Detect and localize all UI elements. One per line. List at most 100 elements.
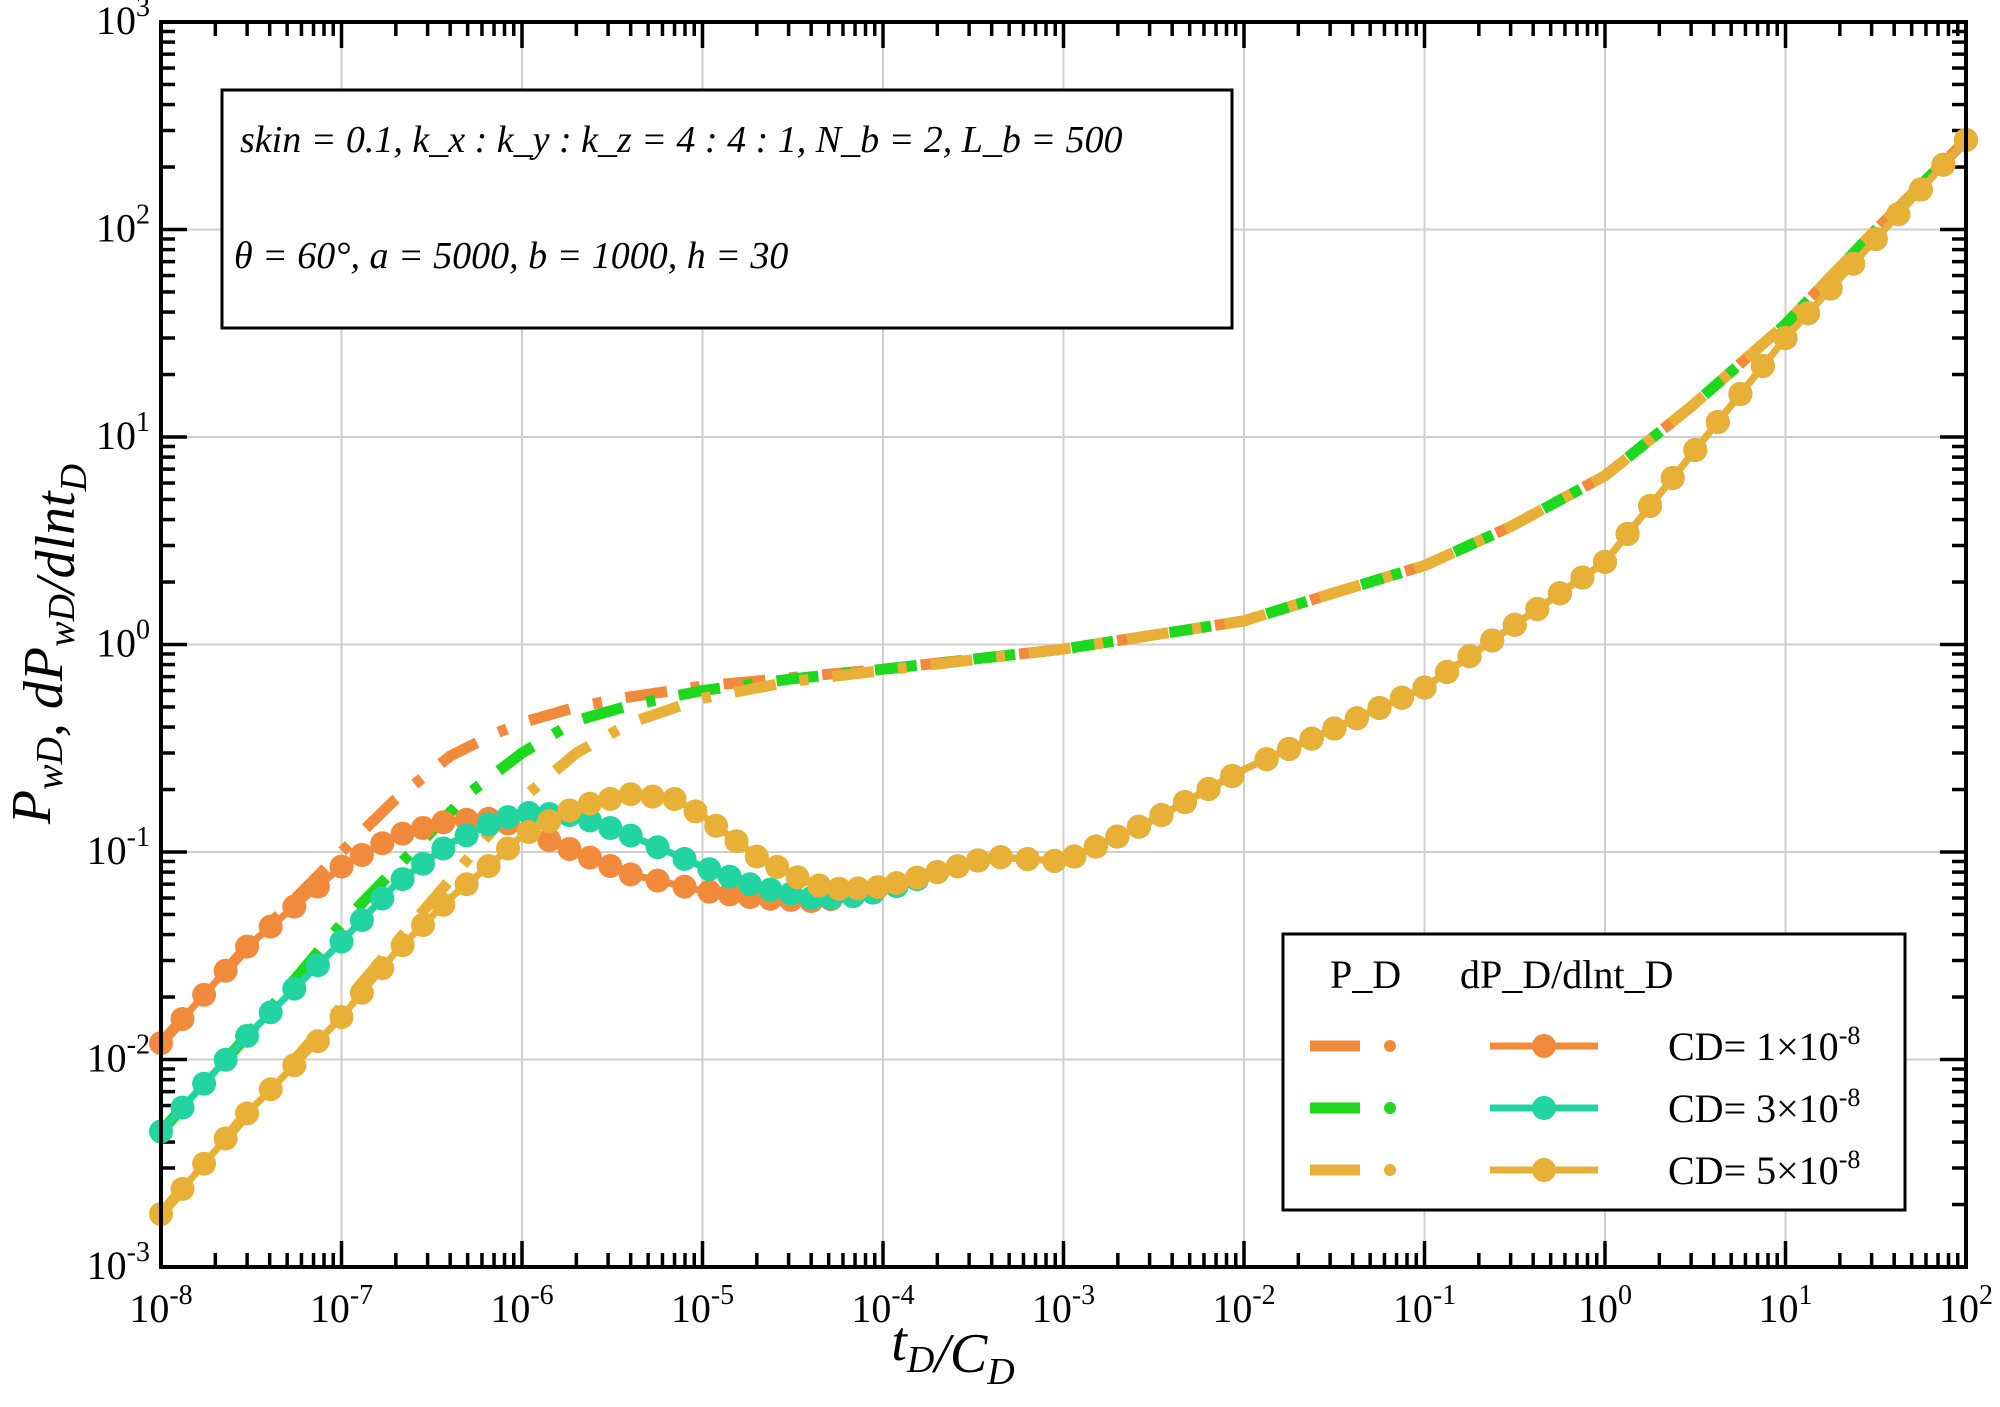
derivative-marker <box>1126 814 1151 839</box>
x-tick-label-exp: -5 <box>711 1280 734 1311</box>
derivative-marker <box>282 894 307 919</box>
x-tick-label-base: 10 <box>490 1286 530 1331</box>
derivative-marker <box>454 872 479 897</box>
derivative-marker <box>697 879 722 904</box>
x-tick-label-exp: -6 <box>530 1280 553 1311</box>
y-tick-label-base: 10 <box>87 1243 127 1288</box>
derivative-marker <box>1344 706 1369 731</box>
y-tick-label-exp: -1 <box>127 822 150 853</box>
derivative-marker <box>738 872 762 897</box>
legend-label-1-text: CD= 1×10 <box>1668 1024 1839 1069</box>
legend-label-1-exp: -8 <box>1839 1021 1861 1050</box>
derivative-marker <box>557 837 582 861</box>
derivative-marker <box>305 1029 330 1054</box>
derivative-marker <box>765 854 790 879</box>
derivative-marker <box>1149 803 1174 828</box>
derivative-marker <box>1173 790 1197 815</box>
x-tick-label-base: 10 <box>1578 1286 1618 1331</box>
x-tick-label: 10-6 <box>490 1280 553 1331</box>
axis-label-part: t <box>891 1311 908 1373</box>
derivative-marker <box>192 982 217 1007</box>
derivative-marker <box>1105 824 1130 849</box>
x-tick-label-base: 10 <box>851 1286 891 1331</box>
derivative-marker <box>598 816 623 840</box>
derivative-marker <box>431 836 456 861</box>
derivative-marker <box>1196 777 1221 801</box>
x-tick-label-exp: -4 <box>891 1280 914 1311</box>
derivative-marker <box>683 799 708 824</box>
derivative-marker <box>282 1053 307 1078</box>
derivative-marker <box>1660 466 1685 490</box>
derivative-marker <box>1480 628 1505 653</box>
y-tick-label-base: 10 <box>87 828 127 873</box>
x-tick-label-base: 10 <box>1939 1286 1979 1331</box>
x-tick-label: 10-7 <box>310 1280 373 1331</box>
y-tick-label: 100 <box>96 615 150 666</box>
derivative-marker <box>349 843 374 867</box>
derivative-marker <box>827 876 851 901</box>
derivative-marker <box>645 835 670 860</box>
axis-label-part: , dP <box>13 647 75 737</box>
derivative-marker <box>1254 747 1279 772</box>
legend-label-3-exp: -8 <box>1839 1145 1861 1174</box>
derivative-marker <box>1818 276 1843 301</box>
derivative-marker <box>192 1151 217 1176</box>
x-tick-label-base: 10 <box>671 1286 711 1331</box>
derivative-marker <box>925 860 950 885</box>
derivative-marker <box>640 784 665 809</box>
derivative-marker <box>557 798 582 823</box>
derivative-marker <box>577 845 602 870</box>
derivative-marker <box>476 812 501 837</box>
x-tick-label-base: 10 <box>129 1286 169 1331</box>
derivative-marker <box>744 844 769 869</box>
derivative-marker <box>235 1023 260 1048</box>
derivative-marker <box>496 836 520 861</box>
x-tick-label-base: 10 <box>1759 1286 1799 1331</box>
x-tick-label: 101 <box>1759 1280 1813 1331</box>
y-tick-label: 103 <box>96 0 150 43</box>
derivative-marker <box>454 823 479 848</box>
derivative-marker <box>213 958 238 983</box>
legend-deriv-marker-2 <box>1532 1096 1556 1120</box>
derivative-marker <box>1435 659 1460 684</box>
derivative-marker <box>1322 716 1347 741</box>
x-tick-label-exp: -1 <box>1433 1280 1456 1311</box>
legend-label-2: CD= 3×10-8 <box>1668 1083 1860 1131</box>
derivative-marker <box>411 851 435 876</box>
derivative-marker <box>1367 696 1392 720</box>
derivative-marker <box>717 882 742 907</box>
x-tick-label-exp: -8 <box>169 1280 192 1311</box>
y-tick-label: 10-2 <box>87 1030 150 1081</box>
derivative-marker <box>282 976 307 1001</box>
derivative-marker <box>1863 227 1888 251</box>
derivative-marker <box>1083 834 1108 859</box>
derivative-marker <box>1931 152 1956 177</box>
derivative-marker <box>645 868 670 893</box>
derivative-marker <box>370 886 395 911</box>
derivative-marker <box>717 864 742 889</box>
legend-deriv-marker-1 <box>1532 1034 1556 1058</box>
derivative-marker <box>697 857 722 882</box>
x-tick-label: 102 <box>1939 1280 1993 1331</box>
x-tick-label: 10-4 <box>851 1280 914 1331</box>
x-tick-label: 10-8 <box>129 1280 192 1331</box>
x-axis-label: tD/CD <box>891 1311 1014 1393</box>
annotation-line-2: θ = 60°, a = 5000, b = 1000, h = 30 <box>234 235 788 277</box>
derivative-marker <box>1042 848 1067 873</box>
derivative-marker <box>349 908 374 933</box>
y-tick-label-exp: -2 <box>127 1030 150 1061</box>
derivative-marker <box>258 1000 283 1025</box>
derivative-marker <box>577 808 602 833</box>
y-tick-label: 10-3 <box>87 1237 150 1288</box>
axis-label-part: /C <box>931 1323 988 1385</box>
derivative-marker <box>662 787 687 811</box>
derivative-marker <box>1502 612 1527 637</box>
derivative-marker <box>807 873 832 898</box>
x-tick-label-exp: 2 <box>1979 1280 1993 1311</box>
derivative-marker <box>516 800 541 825</box>
y-tick-label: 101 <box>96 407 150 458</box>
derivative-marker <box>258 914 283 939</box>
derivative-marker <box>1750 354 1775 378</box>
x-tick-labels: 10-8 10-7 10-6 10-5 10-4 10-3 10-2 10-1 100 101 10… <box>129 1280 1993 1331</box>
